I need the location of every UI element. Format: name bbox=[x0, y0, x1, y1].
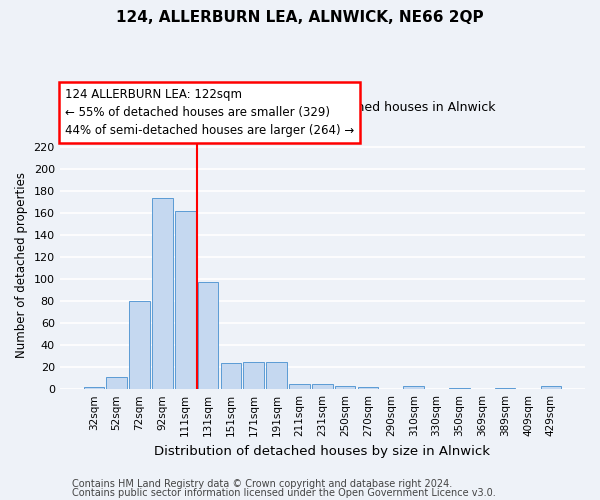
Bar bbox=[541, 386, 561, 389]
Text: 124, ALLERBURN LEA, ALNWICK, NE66 2QP: 124, ALLERBURN LEA, ALNWICK, NE66 2QP bbox=[116, 10, 484, 25]
Bar bbox=[495, 388, 515, 389]
Bar bbox=[449, 388, 470, 389]
Text: Contains HM Land Registry data © Crown copyright and database right 2024.: Contains HM Land Registry data © Crown c… bbox=[72, 479, 452, 489]
Bar bbox=[403, 386, 424, 389]
Title: Size of property relative to detached houses in Alnwick: Size of property relative to detached ho… bbox=[149, 101, 495, 114]
Bar bbox=[152, 198, 173, 389]
Bar bbox=[358, 387, 379, 389]
Bar bbox=[83, 387, 104, 389]
Bar bbox=[312, 384, 332, 389]
Bar bbox=[221, 363, 241, 389]
Bar bbox=[175, 211, 196, 389]
X-axis label: Distribution of detached houses by size in Alnwick: Distribution of detached houses by size … bbox=[154, 444, 490, 458]
Bar bbox=[335, 386, 355, 389]
Bar bbox=[266, 362, 287, 389]
Y-axis label: Number of detached properties: Number of detached properties bbox=[15, 172, 28, 358]
Bar bbox=[129, 301, 150, 389]
Bar bbox=[244, 362, 264, 389]
Bar bbox=[106, 377, 127, 389]
Bar bbox=[198, 282, 218, 389]
Bar bbox=[289, 384, 310, 389]
Text: Contains public sector information licensed under the Open Government Licence v3: Contains public sector information licen… bbox=[72, 488, 496, 498]
Text: 124 ALLERBURN LEA: 122sqm
← 55% of detached houses are smaller (329)
44% of semi: 124 ALLERBURN LEA: 122sqm ← 55% of detac… bbox=[65, 88, 354, 137]
